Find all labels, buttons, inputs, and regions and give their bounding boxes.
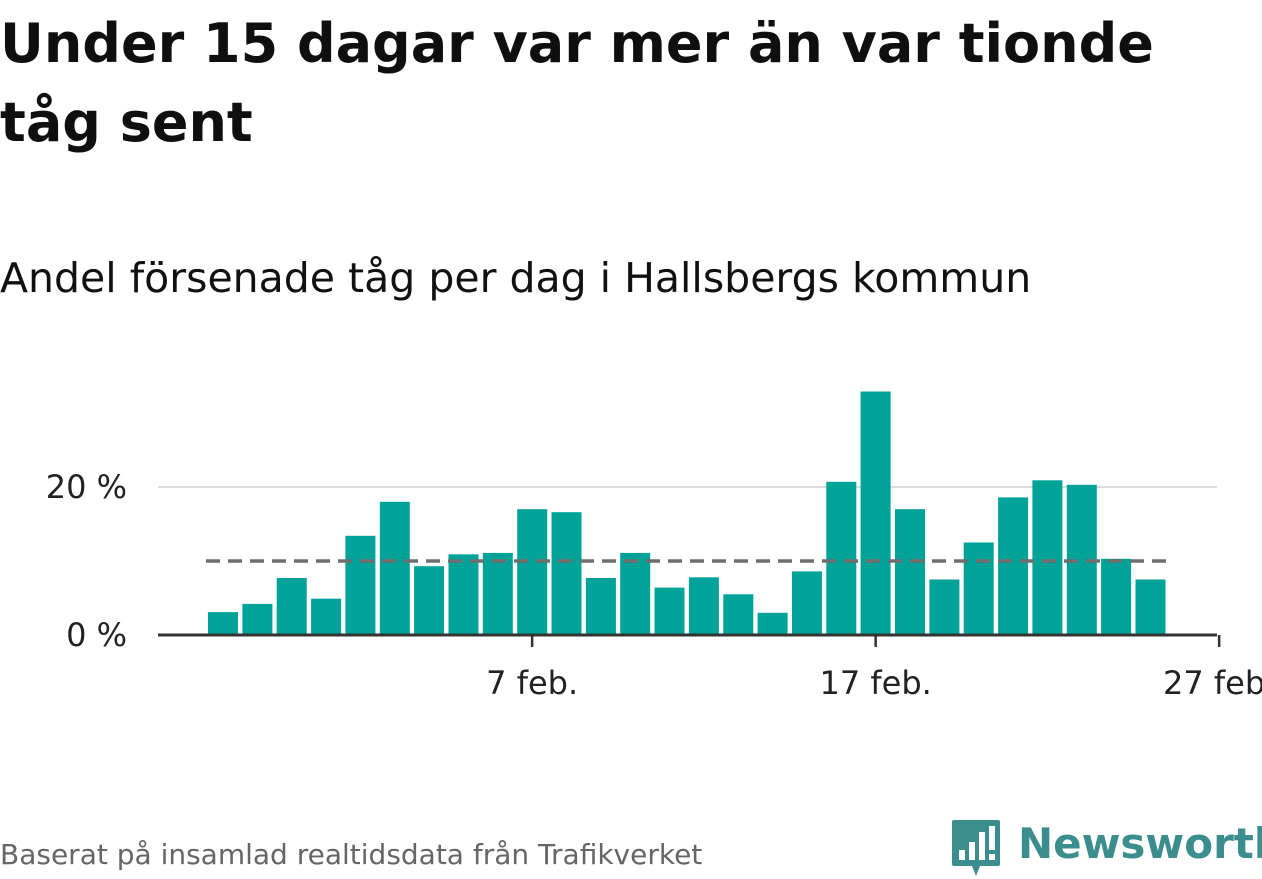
bar (963, 542, 994, 635)
bar (860, 391, 891, 635)
bar (757, 612, 788, 635)
bar (448, 554, 479, 635)
newsworthy-bar-chart-icon (952, 820, 1000, 876)
x-tick-label: 17 feb. (819, 664, 931, 702)
bar (517, 509, 548, 635)
bar (414, 566, 445, 635)
bar (345, 535, 376, 635)
x-tick-label: 27 feb. (1163, 664, 1262, 702)
bar (826, 481, 857, 635)
bar (1032, 480, 1063, 635)
brand-name: Newsworthy (1018, 819, 1262, 868)
y-tick-label: 0 % (66, 616, 127, 654)
bar (723, 594, 754, 635)
chart-title: Under 15 dagar var mer än var tionde tåg… (0, 12, 1154, 154)
x-tick-label: 7 feb. (486, 664, 578, 702)
x-axis (158, 633, 1221, 647)
bar (654, 587, 685, 635)
bar (551, 512, 582, 635)
bars (208, 391, 1166, 635)
bar (1101, 558, 1132, 635)
bar (1135, 579, 1166, 635)
bar (242, 603, 273, 635)
tick-labels: 0 % 20 % 7 feb. 17 feb. 27 feb. (46, 468, 1262, 702)
bar (585, 578, 616, 635)
bar (482, 552, 513, 635)
bar (311, 598, 342, 635)
source-note: Baserat på insamlad realtidsdata från Tr… (0, 838, 703, 871)
bar (929, 579, 960, 635)
bar (276, 578, 307, 635)
bar (688, 577, 719, 635)
bar (998, 497, 1029, 635)
newsworthy-logo: Newsworthy (950, 818, 1262, 878)
bar (208, 612, 238, 635)
bar (895, 509, 925, 635)
bar (379, 501, 410, 635)
bar (792, 571, 822, 635)
bar-chart: 0 % 20 % 7 feb. 17 feb. 27 feb. (46, 391, 1262, 702)
bar (620, 552, 651, 635)
chart-subtitle: Andel försenade tåg per dag i Hallsbergs… (0, 254, 1032, 302)
y-tick-label: 20 % (46, 468, 127, 506)
